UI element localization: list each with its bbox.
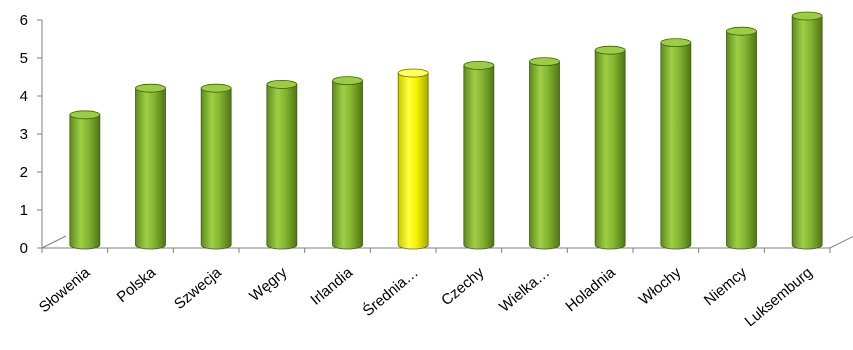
bar-top bbox=[660, 38, 692, 47]
bar bbox=[529, 57, 560, 250]
bar-top bbox=[200, 83, 232, 93]
y-tick-label: 4 bbox=[20, 88, 28, 105]
bar bbox=[594, 45, 626, 250]
y-tick-label: 0 bbox=[20, 240, 28, 257]
bar-body bbox=[135, 87, 166, 250]
bar bbox=[200, 83, 232, 250]
x-tick-label: Czechy bbox=[438, 264, 488, 309]
bar-top bbox=[791, 11, 823, 21]
y-tick-label: 1 bbox=[20, 202, 28, 219]
x-tick-label: Niemcy bbox=[701, 264, 751, 309]
x-tick-label: Holadnia bbox=[562, 264, 619, 316]
bar bbox=[332, 76, 363, 250]
bar-body bbox=[200, 87, 232, 250]
bar-top bbox=[397, 68, 429, 78]
bars bbox=[69, 11, 823, 250]
x-tick-label: Węgry bbox=[246, 264, 291, 305]
bar-body bbox=[397, 72, 429, 250]
bar-top bbox=[726, 26, 757, 36]
bar bbox=[69, 110, 101, 250]
bar-body bbox=[594, 49, 626, 250]
x-tick-label: Włochy bbox=[636, 264, 685, 309]
x-tick-label: Średnia… bbox=[359, 263, 422, 320]
bar bbox=[660, 38, 692, 250]
bar-top bbox=[332, 76, 363, 85]
bar bbox=[726, 26, 757, 250]
y-tick-label: 3 bbox=[20, 126, 28, 143]
bar-body bbox=[529, 61, 560, 250]
bar bbox=[266, 80, 298, 250]
y-axis-ticks: 0 1 2 3 4 5 6 bbox=[20, 12, 42, 257]
x-tick-label: Polska bbox=[114, 264, 160, 306]
x-tick-label: Słowenia bbox=[36, 264, 94, 317]
y-tick-label: 5 bbox=[20, 50, 28, 67]
bar bbox=[397, 68, 429, 250]
x-tick-label: Irlandia bbox=[307, 264, 356, 309]
y-tick-label: 6 bbox=[20, 12, 28, 29]
bar-body bbox=[726, 30, 757, 250]
bar-top bbox=[529, 57, 560, 66]
x-tick-label: Wielka… bbox=[496, 264, 553, 316]
bar-body bbox=[332, 80, 363, 250]
bar-top bbox=[69, 110, 101, 120]
bar bbox=[791, 11, 823, 250]
bar-body bbox=[660, 42, 692, 250]
bar-top bbox=[135, 83, 166, 93]
bar bbox=[135, 83, 166, 250]
bar-top bbox=[594, 45, 626, 55]
bar-body bbox=[69, 114, 101, 250]
y-tick-label: 2 bbox=[20, 164, 28, 181]
x-tick-label: Szwecja bbox=[171, 264, 225, 313]
bar-body bbox=[463, 65, 495, 250]
bar-body bbox=[266, 84, 298, 250]
bar-body bbox=[791, 15, 823, 250]
x-tick-label: Luksemburg bbox=[742, 264, 816, 330]
x-axis-ticks: Słowenia Polska Szwecja Węgry Irlandia Średni… bbox=[36, 248, 831, 330]
bar bbox=[463, 61, 495, 250]
bar-top bbox=[463, 61, 495, 70]
bar-top bbox=[266, 80, 298, 89]
